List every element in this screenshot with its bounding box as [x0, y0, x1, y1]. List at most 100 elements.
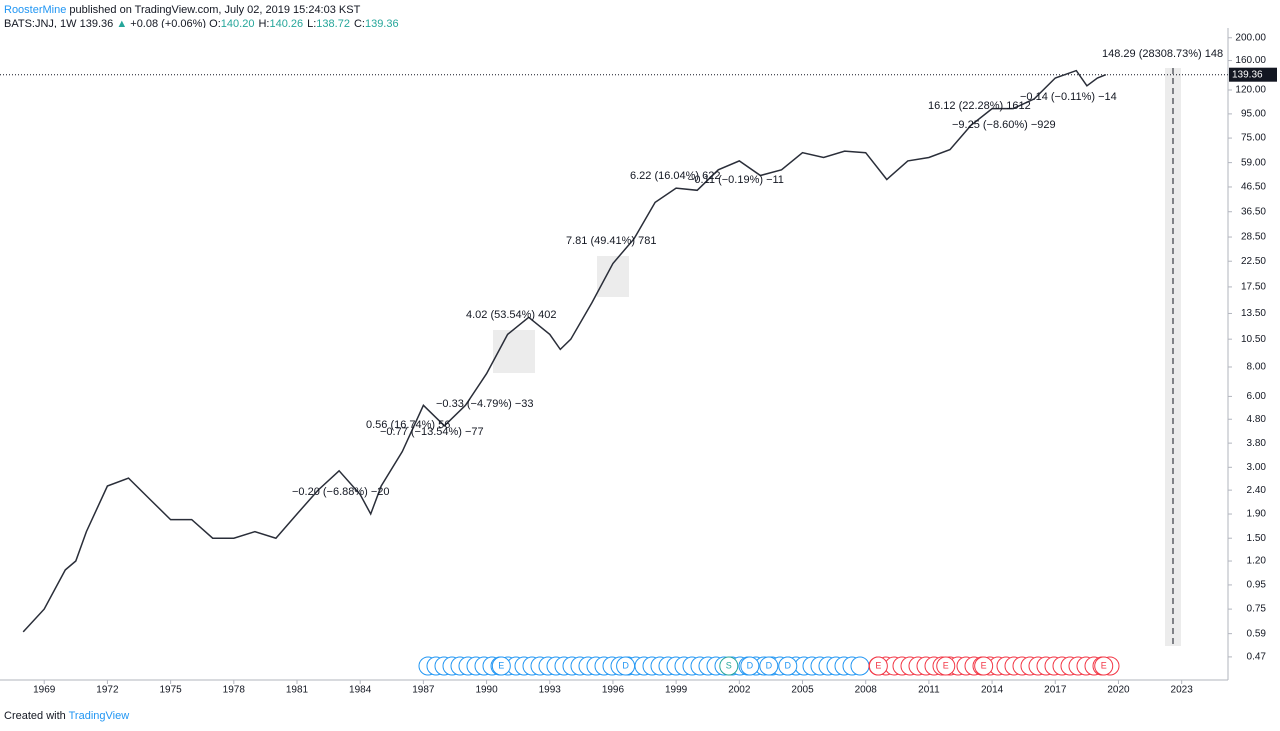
event-label: D	[622, 660, 629, 670]
ohlc-value: 139.36	[364, 18, 399, 30]
y-tick-label: 22.50	[1241, 256, 1266, 267]
y-tick-label: 160.00	[1235, 55, 1266, 66]
annotation: 4.02 (53.54%) 402	[466, 309, 557, 321]
header-line: RoosterMine published on TradingView.com…	[4, 3, 403, 17]
y-tick-label: 0.75	[1247, 604, 1267, 615]
annotation: −9.25 (−8.60%) −929	[952, 119, 1056, 131]
y-tick-label: 59.00	[1241, 157, 1266, 168]
ohlc-label: O:	[209, 18, 221, 30]
y-tick-label: 28.50	[1241, 232, 1266, 243]
x-tick-label: 2005	[791, 685, 814, 696]
x-tick-label: 1999	[665, 685, 688, 696]
chart: 200.00 160.00 120.00 95.00 75.00 59.00 46.50 36…	[0, 28, 1277, 696]
x-tick-label: 2014	[981, 685, 1004, 696]
x-tick-label: 2008	[855, 685, 878, 696]
y-tick-label: 8.00	[1247, 362, 1267, 373]
y-tick-label: 95.00	[1241, 109, 1266, 120]
x-tick-label: 2023	[1171, 685, 1194, 696]
y-tick-label: 0.59	[1247, 628, 1267, 639]
event-label: D	[785, 660, 792, 670]
ohlc-label: H:	[258, 18, 270, 30]
y-tick-label: 0.47	[1247, 652, 1267, 663]
price: 139.36	[79, 18, 114, 30]
ohlc-value: 138.72	[316, 18, 350, 30]
y-tick-label: 2.40	[1247, 485, 1267, 496]
annotation: 7.81 (49.41%) 781	[566, 235, 657, 247]
annotation: 6.22 (16.04%) 622	[630, 170, 721, 182]
footer: Created with TradingView	[4, 710, 129, 722]
x-tick-label: 1987	[412, 685, 435, 696]
event-marker	[1094, 656, 1114, 676]
event-marker	[491, 656, 511, 676]
annotation: 0.56 (16.74%) 56	[366, 419, 450, 431]
ohlc-value: 140.26	[269, 18, 304, 30]
header-line: BATS:JNJ, 1W 139.36 ▲ +0.08 (+0.06%) O:1…	[4, 17, 403, 31]
event-label: E	[875, 660, 881, 670]
x-tick-label: 1984	[349, 685, 372, 696]
event-marker	[936, 656, 956, 676]
annotation: 148.29 (28308.73%) 148	[1102, 48, 1223, 60]
y-tick-label: 1.90	[1247, 509, 1267, 520]
arrow: ▲	[116, 18, 128, 30]
y-tick-label: 13.50	[1241, 308, 1266, 319]
event-label: E	[1101, 660, 1107, 670]
x-tick-label: 2017	[1044, 685, 1067, 696]
y-tick-label: 6.00	[1247, 391, 1267, 402]
event-marker	[740, 656, 760, 676]
measure-box	[1165, 68, 1181, 646]
y-tick-label: 200.00	[1235, 32, 1266, 43]
ohlc-value: 140.20	[220, 18, 255, 30]
annotation: −0.14 (−0.11%) −14	[1020, 91, 1117, 103]
event-marker	[759, 656, 779, 676]
brand[interactable]: TradingView	[68, 710, 130, 722]
annotation: −0.20 (−6.88%) −20	[292, 486, 390, 498]
author[interactable]: RoosterMine	[4, 4, 67, 16]
header: RoosterMine published on TradingView.com…	[4, 3, 403, 31]
annotation: −0.11 (−0.19%) −11	[688, 174, 784, 186]
y-tick-label: 46.50	[1241, 182, 1266, 193]
event-label: D	[747, 660, 754, 670]
event-label: E	[498, 660, 504, 670]
x-tick-label: 1969	[33, 685, 56, 696]
event-label: S	[726, 660, 732, 670]
x-tick-label: 1993	[539, 685, 562, 696]
x-tick-label: 1996	[602, 685, 625, 696]
y-tick-label: 1.50	[1247, 533, 1267, 544]
event-marker	[850, 656, 870, 676]
event-label: E	[943, 660, 949, 670]
y-tick-label: 120.00	[1235, 85, 1266, 96]
y-tick-label: 4.80	[1247, 414, 1267, 425]
annotation: −0.77 (−13.54%) −77	[380, 426, 484, 438]
price-line	[22, 69, 1107, 633]
x-tick-label: 1981	[286, 685, 309, 696]
x-tick-label: 1978	[223, 685, 246, 696]
event-marker	[868, 656, 888, 676]
event-marker	[778, 656, 798, 676]
y-tick-label: 3.80	[1247, 438, 1267, 449]
y-tick-label: 1.20	[1247, 556, 1267, 567]
measure-box	[597, 256, 629, 297]
annotation: 16.12 (22.28%) 1612	[928, 100, 1031, 112]
event-label: D	[766, 660, 773, 670]
change: +0.08 (+0.06%)	[130, 18, 207, 30]
x-tick-label: 1975	[159, 685, 182, 696]
x-tick-label: 1990	[475, 685, 498, 696]
y-tick-label: 3.00	[1247, 462, 1267, 473]
last-price-label: 139.36	[1232, 69, 1263, 80]
x-tick-label: 1972	[96, 685, 119, 696]
ohlc-label: L:	[307, 18, 317, 30]
measure-box	[493, 330, 535, 373]
y-tick-label: 36.50	[1241, 206, 1266, 217]
x-tick-label: 2011	[918, 685, 940, 696]
y-tick-label: 75.00	[1241, 133, 1266, 144]
event-marker	[974, 656, 994, 676]
event-marker	[616, 656, 636, 676]
event-marker	[719, 656, 739, 676]
ohlc-label: C:	[353, 18, 365, 30]
plot-area	[0, 28, 1228, 680]
last-price-box	[1229, 67, 1277, 82]
published: published on TradingView.com, July 02, 2…	[69, 4, 361, 16]
y-tick-label: 0.95	[1247, 580, 1267, 591]
created: Created with	[4, 710, 66, 722]
